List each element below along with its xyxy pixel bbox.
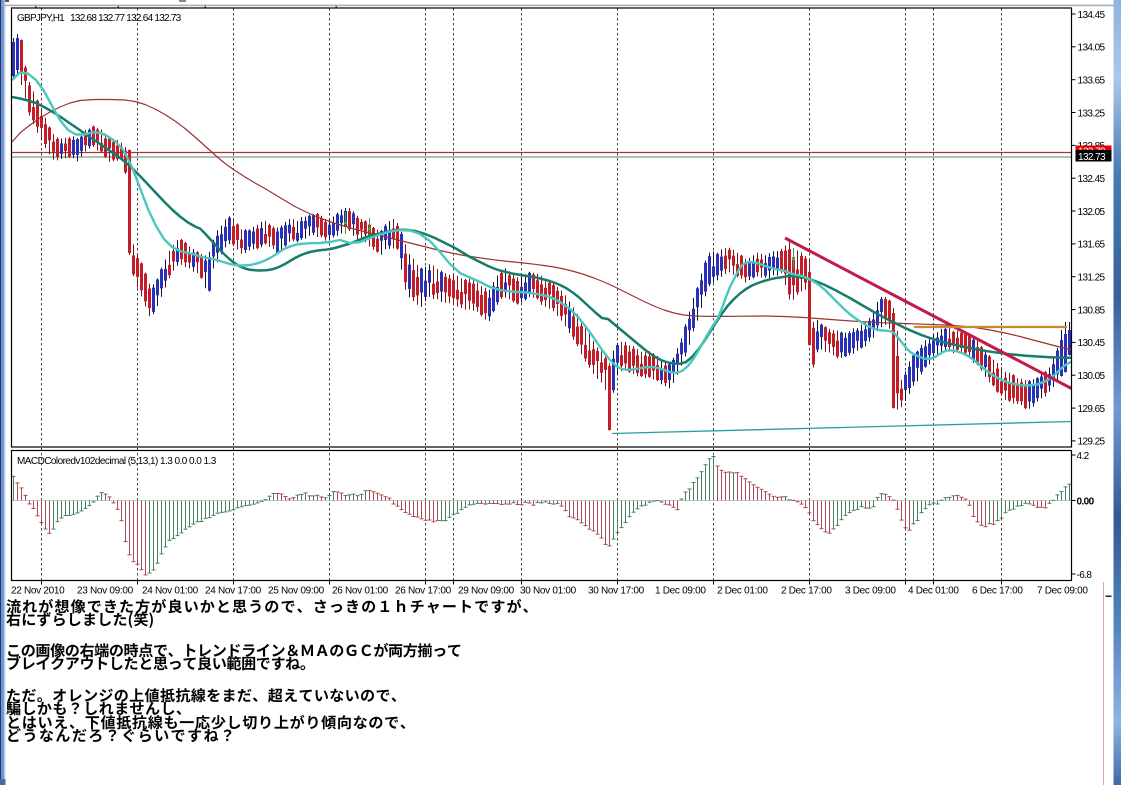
svg-text:3 Dec 09:00: 3 Dec 09:00 <box>845 586 896 597</box>
svg-text:24 Nov 01:00: 24 Nov 01:00 <box>142 586 199 597</box>
svg-text:132.05: 132.05 <box>1078 207 1106 218</box>
svg-text:GBPJPY,H1 132.68 132.77 132.: GBPJPY,H1 132.68 132.77 132.64 132.73 <box>17 13 182 24</box>
svg-text:130.85: 130.85 <box>1078 305 1106 316</box>
svg-text:132.73: 132.73 <box>1078 152 1106 163</box>
svg-text:-6.8: -6.8 <box>1077 570 1093 581</box>
svg-text:26 Nov 01:00: 26 Nov 01:00 <box>332 586 389 597</box>
svg-text:22 Nov 2010: 22 Nov 2010 <box>11 586 65 597</box>
svg-text:25 Nov 09:00: 25 Nov 09:00 <box>268 586 325 597</box>
svg-text:131.25: 131.25 <box>1078 273 1106 284</box>
svg-text:129.25: 129.25 <box>1078 437 1106 448</box>
svg-text:133.65: 133.65 <box>1078 76 1106 87</box>
svg-text:23 Nov 09:00: 23 Nov 09:00 <box>77 586 134 597</box>
svg-text:29 Nov 09:00: 29 Nov 09:00 <box>458 586 515 597</box>
svg-text:MACDColoredv102decimal (5,13,1: MACDColoredv102decimal (5,13,1) 1.3 0.0 … <box>17 456 217 467</box>
svg-text:132.45: 132.45 <box>1078 174 1106 185</box>
svg-text:134.45: 134.45 <box>1078 10 1106 21</box>
svg-text:131.65: 131.65 <box>1078 240 1106 251</box>
svg-text:2 Dec 17:00: 2 Dec 17:00 <box>781 586 832 597</box>
svg-text:129.65: 129.65 <box>1078 404 1106 415</box>
svg-text:4 Dec 01:00: 4 Dec 01:00 <box>908 586 959 597</box>
svg-text:1 Dec 09:00: 1 Dec 09:00 <box>655 586 706 597</box>
svg-text:30 Nov 17:00: 30 Nov 17:00 <box>588 586 645 597</box>
svg-text:6 Dec 17:00: 6 Dec 17:00 <box>972 586 1023 597</box>
svg-text:24 Nov 17:00: 24 Nov 17:00 <box>205 586 262 597</box>
svg-text:26 Nov 17:00: 26 Nov 17:00 <box>395 586 452 597</box>
svg-text:0.00: 0.00 <box>1077 496 1095 507</box>
svg-text:134.05: 134.05 <box>1078 43 1106 54</box>
svg-text:133.25: 133.25 <box>1078 108 1106 119</box>
svg-text:2 Dec 01:00: 2 Dec 01:00 <box>717 586 768 597</box>
svg-text:7 Dec 09:00: 7 Dec 09:00 <box>1037 586 1088 597</box>
svg-text:130.05: 130.05 <box>1078 371 1106 382</box>
svg-text:4.2: 4.2 <box>1077 451 1090 462</box>
svg-text:130.45: 130.45 <box>1078 338 1106 349</box>
svg-text:30 Nov 01:00: 30 Nov 01:00 <box>520 586 577 597</box>
